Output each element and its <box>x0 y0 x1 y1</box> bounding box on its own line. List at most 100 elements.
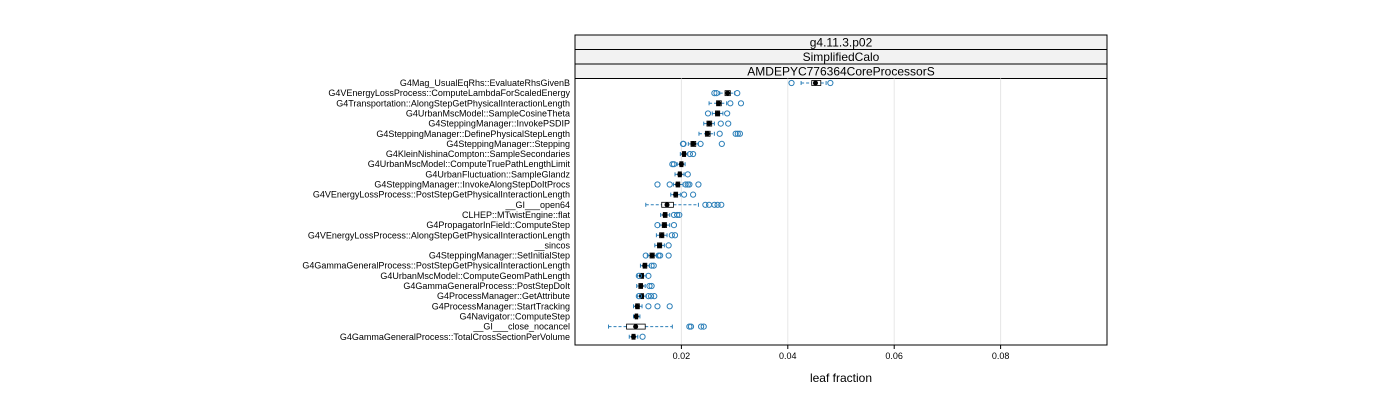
panel-border <box>574 34 1108 346</box>
category-label: G4PropagatorInField::ComputeStep <box>426 220 570 230</box>
strip-label: AMDEPYC776364CoreProcessorS <box>747 65 934 79</box>
outlier-point <box>827 79 834 87</box>
x-tick-label: 0.02 <box>673 351 691 361</box>
category-label: G4GammaGeneralProcess::PostStepDoIt <box>403 281 570 291</box>
outlier-point <box>718 140 725 147</box>
strip-label: g4.11.3.p02 <box>810 36 873 50</box>
outlier-point <box>680 140 687 147</box>
outlier-point <box>711 201 718 208</box>
outlier-point <box>657 252 664 259</box>
strip-headers: g4.11.3.p02SimplifiedCaloAMDEPYC776364Co… <box>574 34 1108 79</box>
outlier-point <box>732 130 739 137</box>
box-row <box>679 140 725 147</box>
outlier-point <box>645 303 652 310</box>
box-series <box>608 79 834 340</box>
median-point <box>704 131 710 137</box>
outlier-point <box>666 303 673 310</box>
outlier-point <box>654 222 661 229</box>
category-label: G4UrbanMscModel::ComputeTruePathLengthLi… <box>368 159 571 169</box>
category-label: G4Mag_UsualEqRhs::EvaluateRhsGivenB <box>400 78 570 88</box>
x-tick-label: 0.06 <box>885 351 903 361</box>
outlier-point <box>645 272 652 279</box>
median-point <box>664 202 670 208</box>
outlier-point <box>648 282 655 290</box>
box-row <box>654 242 672 249</box>
outlier-point <box>736 130 744 137</box>
category-label: G4VEnergyLossProcess::AlongStepGetPhysic… <box>308 230 570 240</box>
box-row <box>704 110 731 117</box>
outlier-point <box>654 181 661 188</box>
strip-label: SimplifiedCalo <box>803 50 880 64</box>
outlier-point <box>686 181 693 188</box>
outlier-point <box>705 201 713 208</box>
category-label: G4SteppingManager::InvokeAlongStepDoItPr… <box>374 180 570 190</box>
outlier-point <box>687 323 695 330</box>
median-point <box>716 100 722 106</box>
median-point <box>812 80 818 86</box>
category-label: G4Navigator::ComputeStep <box>459 311 570 321</box>
category-labels: G4Mag_UsualEqRhs::EvaluateRhsGivenBG4VEn… <box>302 78 570 342</box>
median-point <box>642 263 648 269</box>
category-label: G4SteppingManager::Stepping <box>446 139 570 149</box>
outlier-point <box>645 293 652 300</box>
outlier-point <box>727 100 734 107</box>
category-label: G4GammaGeneralProcess::PostStepGetPhysic… <box>302 261 570 271</box>
median-point <box>673 192 679 198</box>
median-point <box>633 313 639 319</box>
outlier-point <box>684 171 691 178</box>
outlier-point <box>724 110 731 117</box>
x-axis-ticks: 0.02 0.04 0.06 0.08 <box>673 345 1010 361</box>
outlier-point <box>680 191 688 198</box>
box-row <box>660 211 683 219</box>
outlier-point <box>704 110 712 117</box>
median-point <box>662 212 668 218</box>
median-point <box>633 324 639 330</box>
box-row <box>608 323 707 330</box>
outlier-point <box>671 232 679 239</box>
category-label: G4SteppingManager::InvokePSDIP <box>428 119 570 129</box>
outlier-point <box>668 232 675 239</box>
outlier-point <box>711 90 718 97</box>
category-label: G4SteppingManager::DefinePhysicalStepLen… <box>376 129 570 139</box>
outlier-point <box>718 201 725 208</box>
category-label: G4KleinNishinaCompton::SampleSecondaries <box>386 149 571 159</box>
median-point <box>634 303 640 309</box>
box-row <box>711 90 741 97</box>
box-row <box>708 100 745 107</box>
outlier-point <box>665 252 672 259</box>
outlier-point <box>654 303 661 310</box>
outlier-point <box>690 191 697 198</box>
category-label: G4ProcessManager::StartTracking <box>432 301 570 311</box>
box-row <box>674 171 691 178</box>
category-label: G4GammaGeneralProcess::TotalCrossSection… <box>340 332 570 342</box>
outlier-point <box>642 252 649 259</box>
box-row <box>642 252 672 259</box>
box-row <box>636 282 655 290</box>
outlier-point <box>716 130 723 137</box>
category-label: G4VEnergyLossProcess::PostStepGetPhysica… <box>313 190 570 200</box>
median-point <box>690 141 696 147</box>
box-row <box>639 262 657 269</box>
outlier-point <box>734 90 741 97</box>
outlier-point <box>666 181 673 188</box>
box-row <box>635 293 658 300</box>
outlier-point <box>646 282 653 290</box>
box-row <box>654 222 678 229</box>
category-label: __GI___close_nocancel <box>472 322 570 332</box>
category-label: CLHEP::MTwistEngine::flat <box>462 210 571 220</box>
box-row <box>633 303 673 310</box>
outlier-point <box>737 100 745 107</box>
outlier-point <box>665 242 672 249</box>
outlier-point <box>713 90 720 97</box>
box-row <box>698 130 744 137</box>
category-label: G4UrbanFluctuation::SampleGlandz <box>425 169 570 179</box>
median-point <box>659 232 665 238</box>
x-tick-label: 0.08 <box>992 351 1010 361</box>
category-label: G4SteppingManager::SetInitialStep <box>429 251 570 261</box>
outlier-point <box>635 293 642 300</box>
box-row <box>670 191 697 198</box>
median-point <box>631 334 637 340</box>
outlier-point <box>725 120 732 127</box>
median-point <box>661 222 667 228</box>
